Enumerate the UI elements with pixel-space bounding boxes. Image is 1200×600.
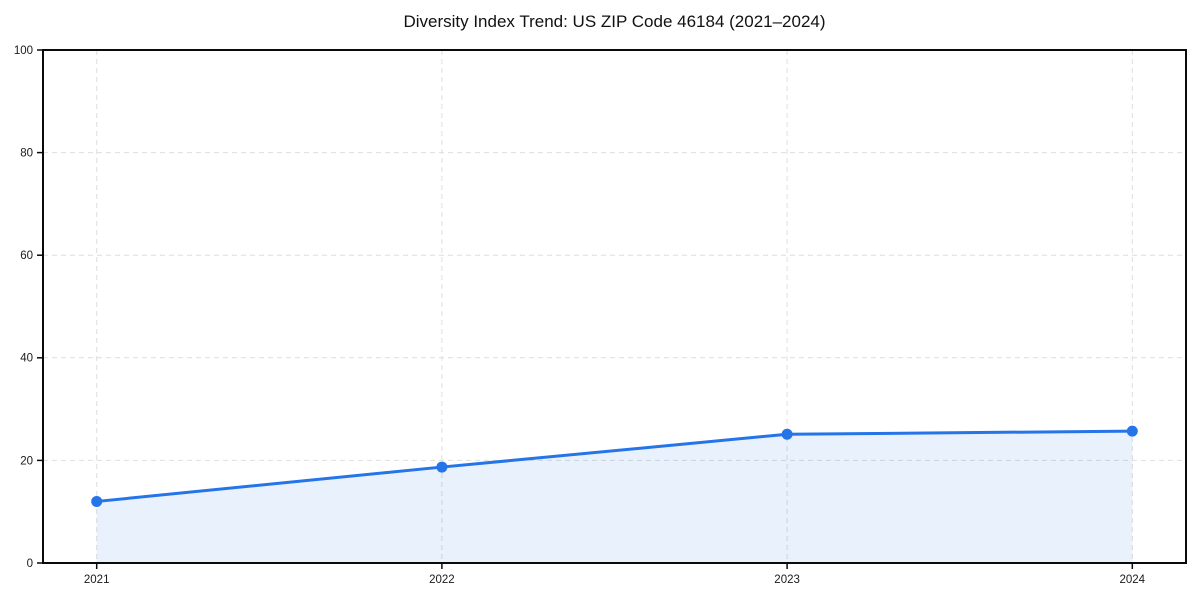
- trend-line: [95, 429, 1134, 503]
- data-point-marker: [1126, 425, 1138, 437]
- y-axis-tick-label: 40: [20, 353, 33, 365]
- x-axis-tick-label: 2024: [1120, 574, 1146, 586]
- y-axis-tick-label: 0: [27, 558, 33, 570]
- x-axis-tick-label: 2022: [429, 574, 455, 586]
- y-axis-tick-label: 100: [14, 45, 33, 57]
- chart-title: Diversity Index Trend: US ZIP Code 46184…: [403, 12, 826, 31]
- y-axis-tick-label: 60: [20, 250, 33, 262]
- x-axis-tick-label: 2023: [774, 574, 800, 586]
- data-point-marker: [781, 428, 793, 440]
- y-axis-tick-label: 20: [20, 455, 33, 467]
- y-axis-tick-label: 80: [20, 148, 33, 160]
- plot-border: [42, 49, 1187, 564]
- data-point-marker: [436, 461, 448, 473]
- x-axis-tick-label: 2021: [84, 574, 110, 586]
- data-point-marker: [91, 495, 103, 507]
- area-fill: [96, 431, 1133, 563]
